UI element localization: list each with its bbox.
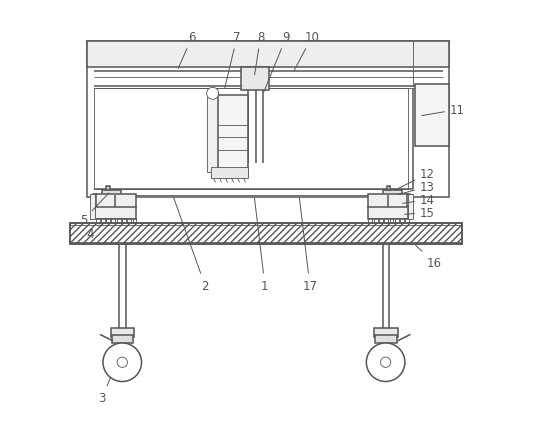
Bar [87, 42, 449, 198]
Bar [70, 224, 462, 245]
Text: 5: 5 [80, 194, 109, 227]
Bar [96, 219, 99, 226]
Text: 12: 12 [396, 168, 435, 190]
Text: 9: 9 [264, 31, 290, 93]
Bar [384, 219, 388, 226]
Bar [409, 195, 413, 219]
Text: 2: 2 [174, 198, 209, 292]
Text: 16: 16 [414, 245, 442, 269]
Text: 6: 6 [178, 31, 196, 69]
Bar [101, 219, 105, 226]
Bar [90, 195, 95, 219]
Bar [207, 93, 218, 172]
Bar [374, 328, 398, 337]
Text: 13: 13 [398, 181, 435, 195]
Bar [407, 195, 410, 209]
Text: 4: 4 [87, 225, 100, 241]
Text: 1: 1 [255, 199, 269, 292]
Bar [93, 195, 96, 209]
Bar [218, 95, 248, 172]
Bar [106, 187, 110, 190]
Bar [368, 219, 372, 226]
Circle shape [117, 357, 128, 368]
Bar [117, 219, 121, 226]
Circle shape [366, 343, 405, 381]
Bar [374, 219, 378, 226]
Text: 15: 15 [405, 206, 435, 219]
Bar [241, 68, 269, 91]
Bar [395, 219, 399, 226]
Bar [112, 219, 115, 226]
Bar [400, 219, 404, 226]
Bar [111, 328, 134, 337]
Bar [405, 219, 409, 226]
Text: 10: 10 [294, 31, 319, 71]
Bar [367, 208, 409, 219]
Circle shape [103, 343, 142, 381]
Bar [106, 219, 110, 226]
Bar [93, 89, 409, 189]
Text: 17: 17 [300, 199, 317, 292]
Text: 14: 14 [403, 194, 435, 206]
Bar [379, 219, 383, 226]
Bar [367, 195, 409, 209]
Bar [112, 335, 134, 343]
Bar [375, 335, 397, 343]
Bar [95, 208, 136, 219]
Bar [70, 224, 462, 245]
Text: 8: 8 [255, 31, 264, 76]
Circle shape [207, 88, 218, 100]
Bar [87, 42, 449, 68]
Circle shape [381, 357, 391, 368]
Text: 3: 3 [98, 378, 111, 404]
Bar [122, 219, 126, 226]
Bar [70, 224, 462, 245]
Bar [387, 187, 390, 190]
Bar [132, 219, 136, 226]
Text: 7: 7 [225, 31, 241, 89]
Bar [127, 219, 131, 226]
Bar [211, 168, 248, 179]
Bar [102, 190, 121, 196]
Bar [383, 190, 402, 196]
Bar [389, 219, 394, 226]
Bar [95, 195, 136, 209]
Bar [415, 85, 449, 147]
Text: 11: 11 [422, 104, 465, 117]
